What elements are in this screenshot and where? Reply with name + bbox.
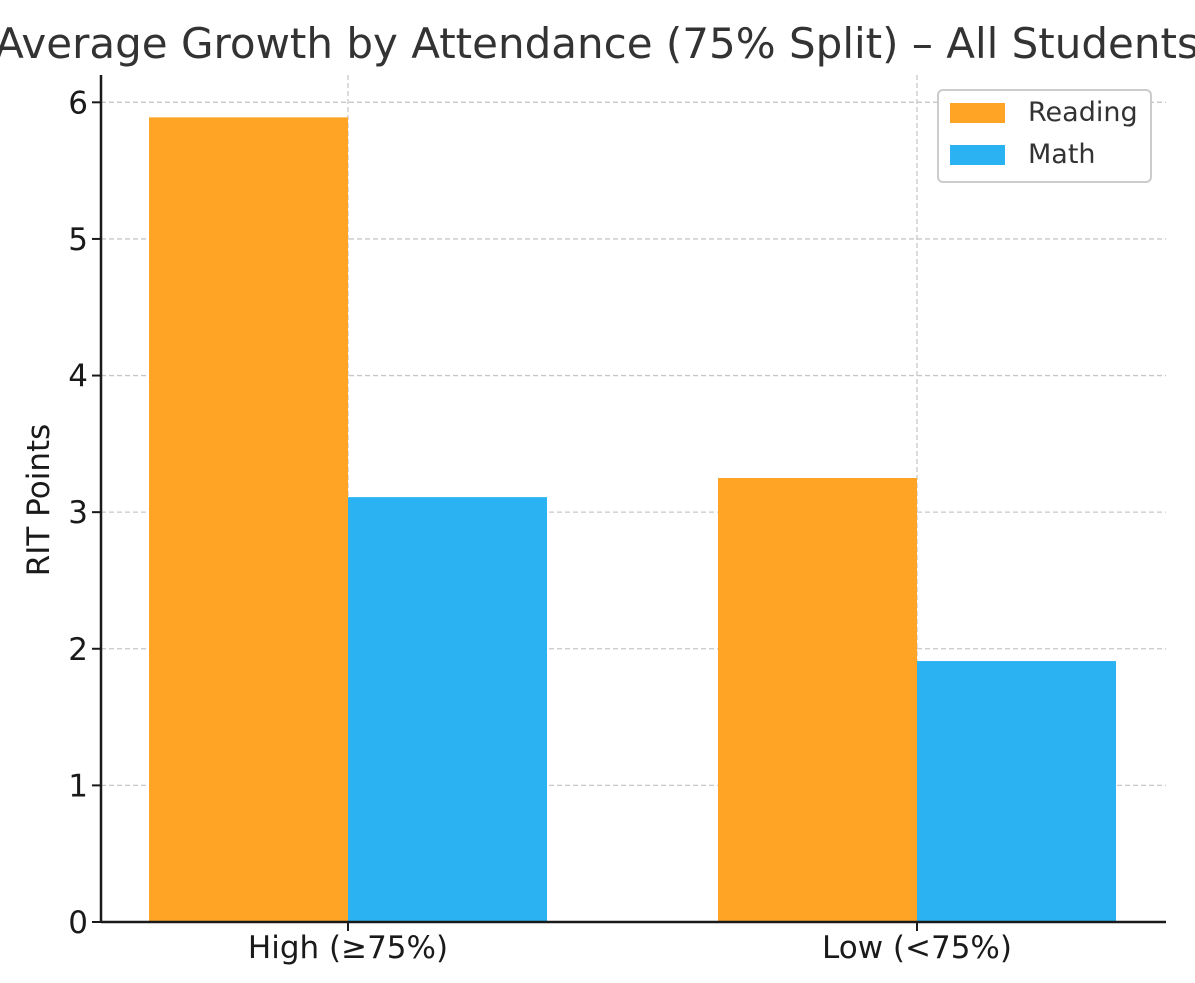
y-tick-label: 0 (68, 905, 88, 941)
x-tick-label: High (≥75%) (248, 930, 448, 966)
bar-math-low (917, 661, 1116, 922)
y-tick-label: 1 (68, 768, 88, 804)
y-axis-label: RIT Points (21, 424, 57, 577)
legend: Reading Math (937, 89, 1152, 183)
x-ticks: High (≥75%) Low (<75%) (248, 922, 1012, 966)
y-tick-label: 5 (68, 222, 88, 258)
y-tick-label: 2 (68, 632, 88, 668)
x-tick-label: Low (<75%) (822, 930, 1012, 966)
y-tick-label: 4 (68, 359, 88, 395)
legend-swatch-math (950, 145, 1005, 165)
y-ticks: 0 1 2 3 4 5 6 (68, 85, 101, 941)
bar-reading-high (149, 117, 348, 923)
y-tick-label: 3 (68, 495, 88, 531)
legend-label-math: Math (1028, 139, 1096, 170)
legend-swatch-reading (950, 103, 1005, 123)
bar-math-high (348, 497, 547, 922)
chart-title: Average Growth by Attendance (75% Split)… (0, 19, 1195, 68)
bar-reading-low (718, 478, 917, 922)
y-tick-label: 6 (68, 85, 88, 121)
legend-label-reading: Reading (1028, 97, 1138, 128)
axes (99, 75, 1166, 924)
bars (149, 117, 1116, 923)
